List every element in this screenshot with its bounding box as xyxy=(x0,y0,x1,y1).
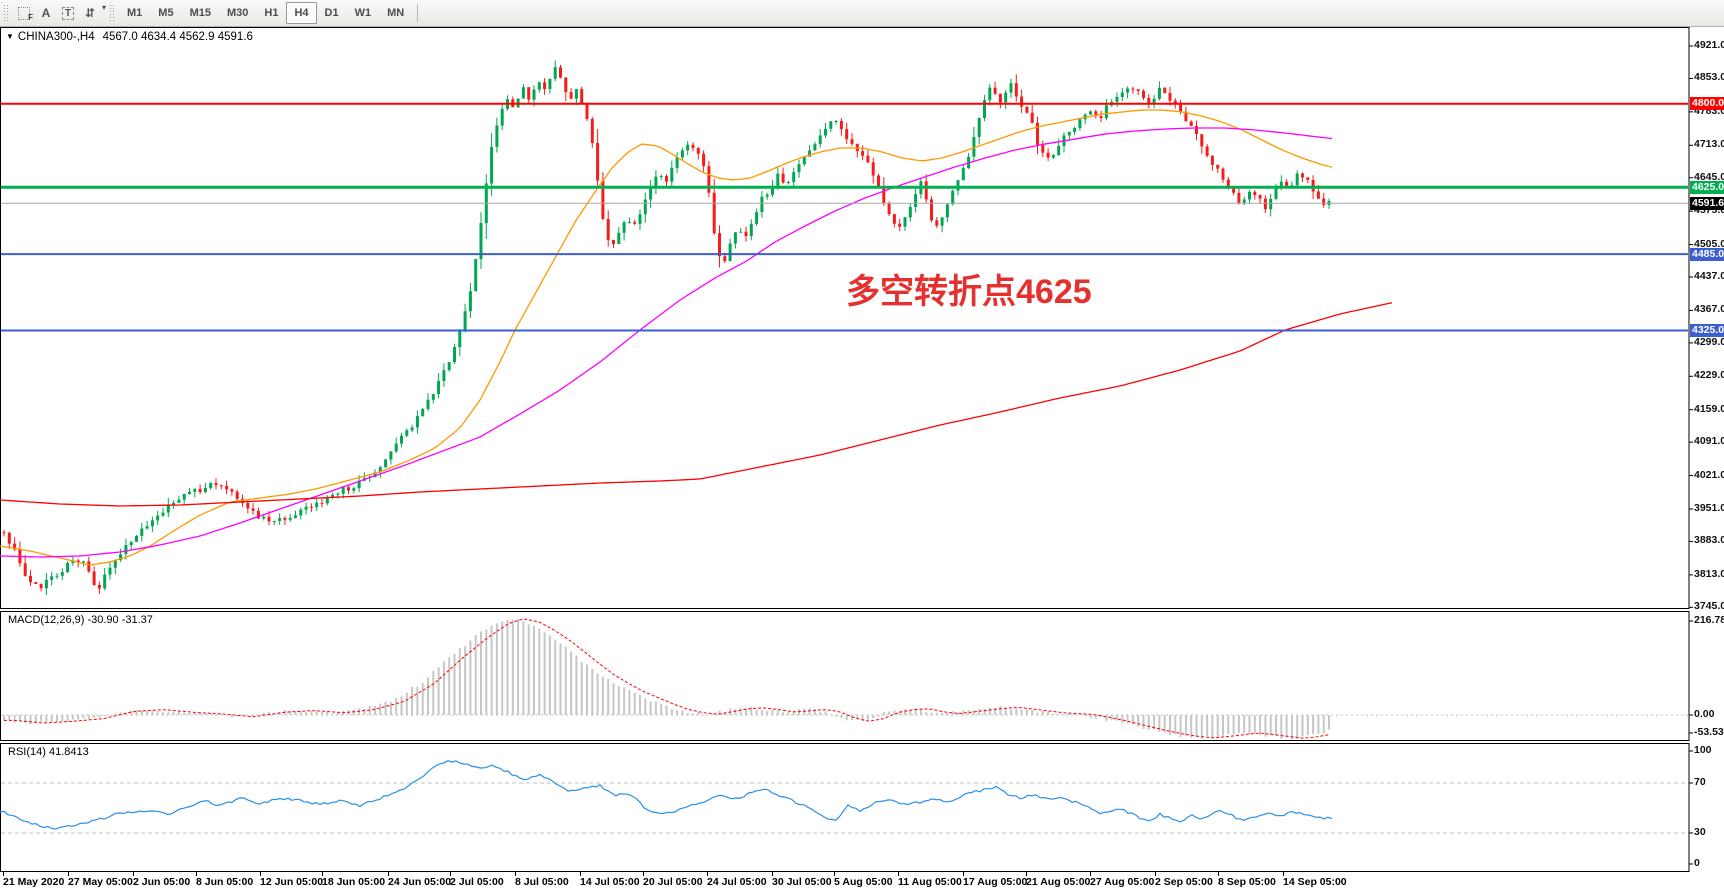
time-axis-label[interactable]: 24 Jul 05:00 xyxy=(707,876,767,888)
rsi-indicator-label: RSI(14) 41.8413 xyxy=(8,746,89,758)
timeframe-button-h1[interactable]: H1 xyxy=(264,7,279,19)
insert-text-icon[interactable]: A xyxy=(41,6,51,20)
toolbar-drag-handle[interactable] xyxy=(3,5,10,21)
timeframe-button-m5[interactable]: M5 xyxy=(158,7,174,19)
rsi-axis-tick: 70 xyxy=(1694,776,1706,788)
time-axis-label[interactable]: 27 Aug 05:00 xyxy=(1090,876,1155,888)
text-label-icon[interactable]: T xyxy=(57,3,79,23)
indicator-dropdown-caret[interactable]: ▾ xyxy=(102,3,107,12)
price-axis-tick: 4091.0 xyxy=(1694,435,1724,448)
time-axis-label[interactable]: 14 Jul 05:00 xyxy=(580,876,640,888)
price-level-badge-4800.0: 4800.0 xyxy=(1690,97,1724,111)
price-axis-tick: 4505.0 xyxy=(1694,237,1724,250)
price-axis-tick: 3883.0 xyxy=(1694,534,1724,547)
chart-offset-icon[interactable]: F xyxy=(13,3,35,23)
collapse-triangle-icon[interactable]: ▼ xyxy=(6,32,14,41)
price-axis-tick: 4021.0 xyxy=(1694,468,1724,481)
time-axis-label[interactable]: 21 May 2020 xyxy=(3,876,65,888)
time-axis-label[interactable]: 2 Jul 05:00 xyxy=(450,876,504,888)
time-axis-label[interactable]: 11 Aug 05:00 xyxy=(898,876,962,888)
toolbar: F A T ⇵ ▾ M1 M5 M15 M30 H1 H4 D1 W1 MN xyxy=(0,0,1724,27)
candlesticks xyxy=(2,60,1331,595)
time-axis-label[interactable]: 12 Jun 05:00 xyxy=(260,876,324,888)
price-axis-tick: 4299.0 xyxy=(1694,335,1724,348)
time-axis-label[interactable]: 2 Sep 05:00 xyxy=(1155,876,1213,888)
timeframe-toolbar-drag-handle[interactable] xyxy=(109,5,117,21)
time-axis-label[interactable]: 18 Jun 05:00 xyxy=(322,876,386,888)
price-axis-tick: 4645.0 xyxy=(1694,170,1724,183)
price-axis-tick: 4713.0 xyxy=(1694,138,1724,151)
price-level-badge-4625.0: 4625.0 xyxy=(1690,180,1724,194)
chart-title: ▼ CHINA300-,H4 4567.0 4634.4 4562.9 4591.6 xyxy=(6,31,253,43)
price-axis-tick: 3745.0 xyxy=(1694,600,1724,613)
price-axis-tick: 4437.0 xyxy=(1694,270,1724,282)
price-level-badge-4591.6: 4591.6 xyxy=(1690,196,1724,210)
timeframe-button-m1[interactable]: M1 xyxy=(127,7,143,19)
price-axis-tick: 4853.0 xyxy=(1694,71,1724,84)
macd-axis-tick: -53.53 xyxy=(1694,726,1724,738)
time-axis-label[interactable]: 24 Jun 05:00 xyxy=(388,876,452,888)
time-axis-label[interactable]: 20 Jul 05:00 xyxy=(643,876,703,888)
rsi-axis-tick: 100 xyxy=(1694,744,1712,756)
timeframe-button-m30[interactable]: M30 xyxy=(226,7,249,19)
chart-ohlc-values: 4567.0 4634.4 4562.9 4591.6 xyxy=(102,31,253,43)
macd-signal-line xyxy=(4,618,1330,739)
fast-ma xyxy=(0,109,1333,566)
time-axis-label[interactable]: 30 Jul 05:00 xyxy=(772,876,832,888)
price-axis-tick: 4229.0 xyxy=(1694,369,1724,382)
toolbar-separator xyxy=(417,4,419,22)
macd-indicator-label: MACD(12,26,9) -30.90 -31.37 xyxy=(8,614,153,626)
price-axis-tick: 4159.0 xyxy=(1694,402,1724,415)
time-axis-label[interactable]: 8 Jul 05:00 xyxy=(515,876,569,888)
chart-text-annotation: 多空转折点4625 xyxy=(846,273,1092,311)
rsi-axis-tick: 0 xyxy=(1694,857,1700,869)
rsi-axis-tick: 30 xyxy=(1694,826,1706,838)
price-axis-tick: 3951.0 xyxy=(1694,501,1724,514)
arrange-arrows-icon[interactable]: ⇵ xyxy=(84,6,96,20)
price-axis-tick: 4367.0 xyxy=(1694,303,1724,316)
time-axis-label[interactable]: 14 Sep 05:00 xyxy=(1283,876,1347,888)
slow-ma xyxy=(0,302,1393,507)
price-axis-tick: 3813.0 xyxy=(1694,567,1724,580)
macd-axis-tick: 0.00 xyxy=(1694,708,1715,720)
toolbar-icon-group: F A T ⇵ ▾ xyxy=(13,3,106,23)
timeframe-button-group: M1 M5 M15 M30 H1 H4 D1 W1 MN xyxy=(119,2,412,24)
time-axis-label[interactable]: 21 Aug 05:00 xyxy=(1026,876,1091,888)
price-level-badge-4485.0: 4485.0 xyxy=(1690,247,1724,261)
timeframe-button-mn[interactable]: MN xyxy=(387,7,405,19)
mid-ma xyxy=(0,127,1333,558)
timeframe-button-d1[interactable]: D1 xyxy=(324,7,339,19)
timeframe-button-w1[interactable]: W1 xyxy=(354,7,372,19)
time-axis-label[interactable]: 8 Jun 05:00 xyxy=(196,876,254,888)
price-level-badge-4325.0: 4325.0 xyxy=(1690,323,1724,337)
time-axis-label[interactable]: 17 Aug 05:00 xyxy=(963,876,1028,888)
timeframe-button-h4[interactable]: H4 xyxy=(286,2,317,24)
price-axis-tick: 4921.0 xyxy=(1694,39,1724,51)
macd-axis-tick: 216.78 xyxy=(1694,614,1724,626)
rsi-line xyxy=(0,760,1333,830)
chart-symbol-period: CHINA300-,H4 xyxy=(17,31,95,43)
time-axis-label[interactable]: 2 Jun 05:00 xyxy=(133,876,191,888)
time-axis-label[interactable]: 27 May 05:00 xyxy=(68,876,133,888)
time-axis-label[interactable]: 5 Aug 05:00 xyxy=(834,876,893,888)
timeframe-button-m15[interactable]: M15 xyxy=(189,7,211,19)
time-axis-label[interactable]: 8 Sep 05:00 xyxy=(1218,876,1276,888)
